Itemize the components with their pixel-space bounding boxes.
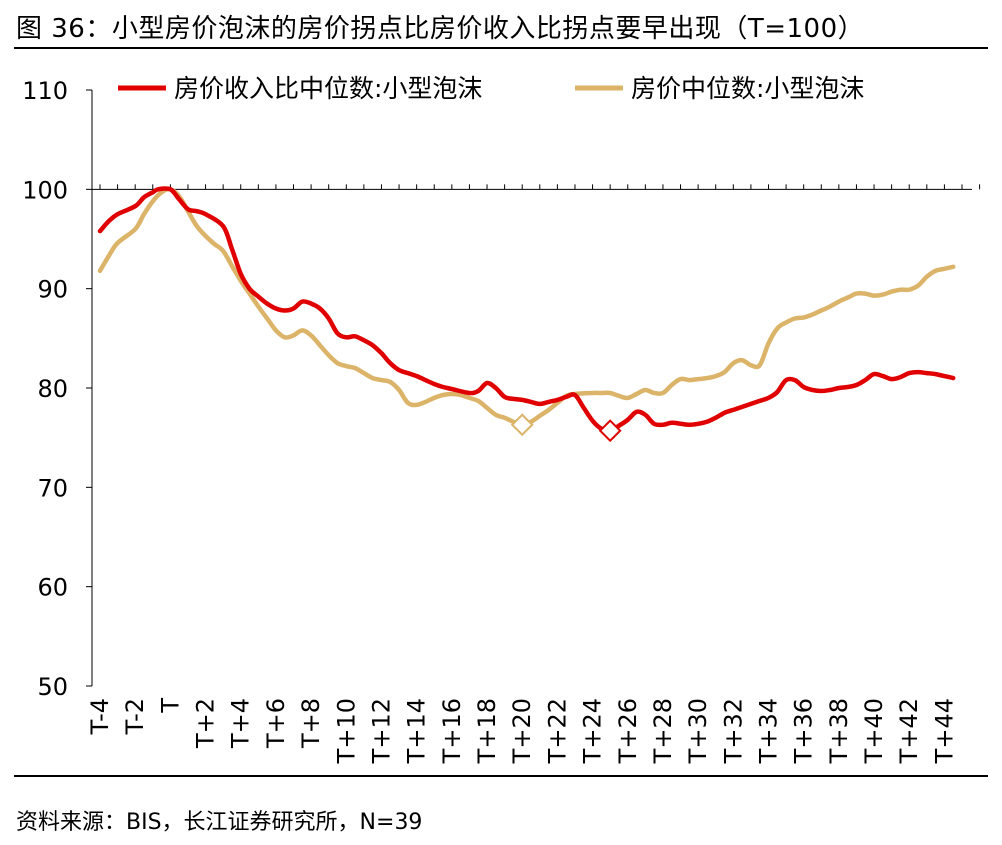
- source-note: 资料来源：BIS，长江证券研究所，N=39: [16, 810, 423, 835]
- legend: 房价收入比中位数:小型泡沫 房价中位数:小型泡沫: [118, 74, 864, 103]
- x-tick-label: T+6: [262, 698, 290, 749]
- x-tick-label: T+24: [579, 698, 607, 764]
- x-tick-label: T: [156, 698, 184, 714]
- x-tick-label: T+20: [508, 698, 536, 764]
- turning-point-markers: [510, 413, 622, 443]
- figure-title: 图 36：小型房价泡沫的房价拐点比房价收入比拐点要早出现（T=100）: [16, 14, 865, 44]
- series-line-price-to-income: [97, 186, 956, 434]
- legend-label: 房价收入比中位数:小型泡沫: [174, 74, 482, 103]
- x-tick-label: T+36: [790, 698, 818, 764]
- x-tick-label: T-4: [86, 698, 114, 735]
- y-tick-label: 50: [37, 673, 68, 701]
- series-layer: [97, 186, 956, 434]
- title-rule: [14, 47, 988, 49]
- x-tick-label: T-2: [121, 698, 149, 735]
- y-tick-label: 60: [37, 574, 68, 602]
- y-tick-label: 90: [37, 276, 68, 304]
- x-tick-label: T+22: [543, 698, 571, 764]
- x-tick-label: T+38: [825, 698, 853, 764]
- y-tick-label: 100: [22, 176, 68, 204]
- x-tick-label: T+28: [649, 698, 677, 764]
- y-tick-label: 110: [22, 77, 68, 105]
- x-tick-label: T+10: [332, 698, 360, 764]
- x-tick-label: T+26: [614, 698, 642, 764]
- x-tick-label: T+40: [860, 698, 888, 764]
- legend-label: 房价中位数:小型泡沫: [631, 74, 864, 103]
- y-tick-label: 80: [37, 375, 68, 403]
- x-tick-label: T+2: [192, 698, 220, 749]
- x-tick-label: T+14: [403, 698, 431, 764]
- x-tick-label: T+8: [297, 698, 325, 749]
- x-tick-label: T+4: [227, 698, 255, 749]
- x-tick-label: T+12: [367, 698, 395, 764]
- x-tick-label: T+32: [719, 698, 747, 764]
- x-tick-label: T+34: [754, 698, 782, 764]
- x-tick-label: T+42: [895, 698, 923, 764]
- x-tick-label: T+30: [684, 698, 712, 764]
- x-tick-label: T+44: [930, 698, 958, 764]
- reference-layer: [92, 184, 981, 190]
- source-rule: [14, 775, 988, 777]
- turning-point-price-to-income: [598, 419, 622, 443]
- y-tick-label: 70: [37, 474, 68, 502]
- turning-point-house-price: [510, 413, 534, 437]
- x-tick-label: T+16: [438, 698, 466, 764]
- x-tick-label: T+18: [473, 698, 501, 764]
